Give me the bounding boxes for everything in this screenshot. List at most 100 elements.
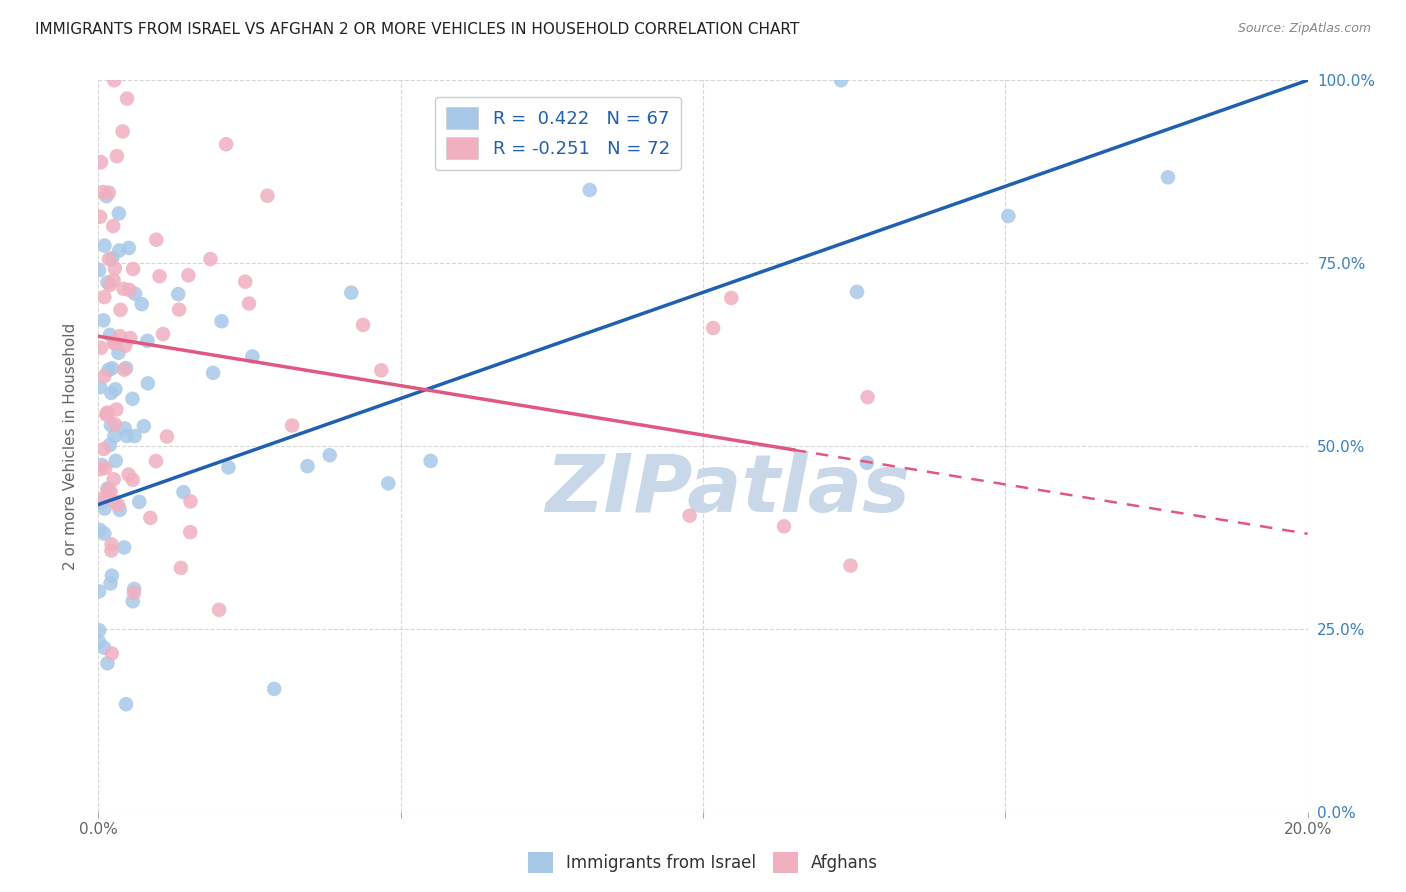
Point: [112, 541, 135, 555]
Point: [93, 501, 115, 516]
Point: [997, 209, 1019, 223]
Point: [124, 429, 146, 443]
Point: [93, 526, 115, 541]
Point: [93, 238, 115, 252]
Point: [122, 586, 145, 600]
Point: [578, 183, 600, 197]
Point: [100, 484, 122, 499]
Point: [263, 681, 285, 696]
Point: [112, 282, 135, 296]
Point: [110, 302, 132, 317]
Point: [115, 91, 138, 105]
Point: [419, 454, 441, 468]
Point: [111, 124, 134, 138]
Point: [96, 276, 118, 290]
Point: [101, 252, 124, 266]
Point: [172, 485, 194, 500]
Point: [100, 576, 122, 591]
Point: [108, 329, 131, 343]
Point: [98, 252, 121, 266]
Text: ZIPatlas: ZIPatlas: [544, 450, 910, 529]
Point: [103, 273, 125, 287]
Point: [131, 297, 153, 311]
Point: [98, 438, 121, 452]
Point: [103, 494, 125, 508]
Point: [93, 442, 115, 456]
Point: [720, 291, 742, 305]
Legend: Immigrants from Israel, Afghans: Immigrants from Israel, Afghans: [522, 846, 884, 880]
Point: [96, 407, 118, 421]
Point: [89, 635, 111, 649]
Point: [103, 336, 125, 351]
Point: [370, 363, 392, 377]
Y-axis label: 2 or more Vehicles in Household: 2 or more Vehicles in Household: [63, 322, 77, 570]
Point: [103, 73, 125, 87]
Point: [89, 380, 111, 394]
Point: [179, 494, 201, 508]
Point: [96, 482, 118, 496]
Point: [124, 286, 146, 301]
Point: [90, 491, 112, 506]
Point: [107, 346, 129, 360]
Point: [115, 361, 138, 376]
Point: [97, 483, 120, 497]
Point: [856, 456, 879, 470]
Legend: R =  0.422   N = 67, R = -0.251   N = 72: R = 0.422 N = 67, R = -0.251 N = 72: [434, 96, 681, 169]
Point: [117, 467, 139, 482]
Point: [97, 363, 120, 377]
Point: [96, 657, 118, 671]
Point: [1157, 170, 1180, 185]
Point: [96, 408, 118, 422]
Point: [105, 402, 128, 417]
Point: [104, 382, 127, 396]
Point: [104, 261, 127, 276]
Point: [156, 429, 179, 443]
Point: [100, 537, 122, 551]
Point: [136, 376, 159, 391]
Point: [115, 698, 138, 712]
Point: [91, 185, 114, 199]
Point: [297, 459, 319, 474]
Point: [107, 498, 129, 512]
Point: [145, 454, 167, 468]
Point: [122, 582, 145, 596]
Point: [830, 73, 852, 87]
Point: [120, 331, 142, 345]
Point: [90, 458, 112, 472]
Point: [114, 339, 136, 353]
Point: [215, 137, 238, 152]
Point: [211, 314, 233, 328]
Point: [179, 525, 201, 540]
Point: [242, 350, 264, 364]
Point: [103, 429, 125, 443]
Point: [115, 429, 138, 443]
Point: [217, 460, 239, 475]
Point: [846, 285, 869, 299]
Point: [281, 418, 304, 433]
Point: [128, 495, 150, 509]
Point: [89, 210, 111, 224]
Point: [238, 296, 260, 310]
Point: [233, 275, 256, 289]
Point: [104, 417, 127, 432]
Point: [148, 269, 170, 284]
Point: [100, 418, 122, 433]
Point: [114, 421, 136, 435]
Point: [352, 318, 374, 332]
Point: [132, 419, 155, 434]
Point: [108, 244, 131, 258]
Point: [96, 406, 118, 420]
Point: [145, 233, 167, 247]
Point: [318, 448, 340, 462]
Point: [177, 268, 200, 283]
Point: [90, 155, 112, 169]
Point: [96, 189, 118, 203]
Point: [104, 335, 127, 350]
Point: [89, 624, 111, 638]
Point: [105, 149, 128, 163]
Point: [118, 241, 141, 255]
Point: [256, 188, 278, 202]
Point: [773, 519, 796, 533]
Point: [170, 561, 193, 575]
Point: [139, 511, 162, 525]
